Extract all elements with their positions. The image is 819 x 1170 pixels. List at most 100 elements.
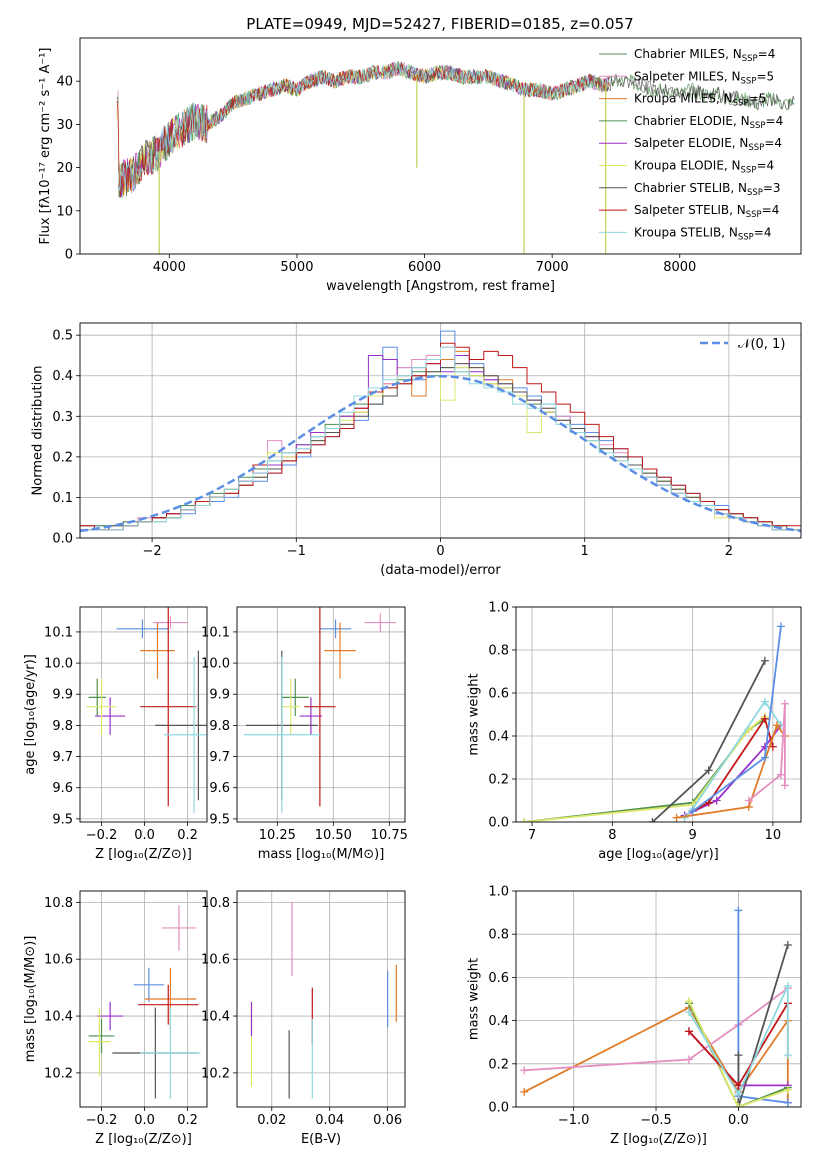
weight-point-marker xyxy=(760,753,769,762)
x-tick-label: 8000 xyxy=(663,260,696,275)
mass-vs-extinction-panel: 0.02 0.04 0.06 10.2 10.4 10.6 10.8 E(B-V) xyxy=(201,890,406,1147)
y-tick-label: 0 xyxy=(65,248,73,263)
weight-point-marker xyxy=(780,699,789,708)
y-tick-label: 10 xyxy=(56,204,73,219)
y-tick-label: 10.0 xyxy=(44,657,73,672)
y-tick-label: 9.5 xyxy=(52,812,73,827)
x-tick-label: 4000 xyxy=(153,260,186,275)
weight-vs-age-panel: 7 8 9 10 0.0 0.2 0.4 0.6 0.8 1.0 age [log₁₀(age/yr… xyxy=(467,601,802,862)
weight-series-line xyxy=(737,944,789,1107)
weight-series-line xyxy=(688,1000,789,1107)
weight-point-marker xyxy=(760,697,769,706)
y-tick-label: 0.3 xyxy=(52,410,73,425)
histogram-marks xyxy=(80,330,801,538)
y-tick-label: 0.2 xyxy=(52,450,73,465)
figure-title: PLATE=0949, MJD=52427, FIBERID=0185, z=0… xyxy=(246,15,633,33)
normal-curve xyxy=(80,374,801,533)
y-tick-label: 9.6 xyxy=(52,781,73,796)
age-vs-metallicity-panel: −0.2 0.0 0.2 9.5 9.6 9.7 9.8 9.9 10.0 10.1 Z [log₁… xyxy=(23,606,208,862)
x-axis-label: wavelength [Angstrom, rest frame] xyxy=(326,279,555,294)
weight-point-marker xyxy=(520,818,529,822)
x-tick-label: 2 xyxy=(725,544,733,559)
y-tick-label: 20 xyxy=(56,161,73,176)
x-tick-label: 0.2 xyxy=(177,1113,198,1128)
y-tick-label: 0.4 xyxy=(52,369,73,384)
y-tick-label: 0.2 xyxy=(488,773,509,788)
y-axis-label: mass weight xyxy=(467,958,482,1040)
y-tick-label: 10.2 xyxy=(44,1066,73,1081)
axes-frame xyxy=(236,606,406,823)
y-tick-label: 10.1 xyxy=(44,625,73,640)
x-tick-label: −1.0 xyxy=(558,1113,590,1128)
legend-label: Kroupa STELIB, NSSP=4 xyxy=(634,225,772,242)
weight-point-marker xyxy=(760,742,769,751)
y-tick-label: 10.1 xyxy=(201,625,230,640)
x-tick-label: 6000 xyxy=(408,260,441,275)
y-tick-label: 10.6 xyxy=(201,953,230,968)
legend-label: Chabrier MILES, NSSP=4 xyxy=(634,47,775,64)
x-tick-label: −0.2 xyxy=(86,828,118,843)
x-tick-label: 0.0 xyxy=(728,1113,749,1128)
weight-point-marker xyxy=(760,656,769,665)
legend-label: Chabrier STELIB, NSSP=3 xyxy=(634,181,781,198)
y-tick-label: 9.7 xyxy=(209,750,230,765)
x-tick-label: −1 xyxy=(287,544,306,559)
errorbar-marks xyxy=(86,607,207,813)
weight-marks xyxy=(520,906,792,1107)
legend-label: Chabrier ELODIE, NSSP=4 xyxy=(634,114,783,131)
y-tick-label: 9.7 xyxy=(52,750,73,765)
x-tick-label: 10 xyxy=(765,828,782,843)
weight-series-line xyxy=(524,987,789,1072)
x-tick-label: −0.5 xyxy=(640,1113,672,1128)
y-tick-label: 9.9 xyxy=(209,688,230,703)
y-tick-label: 10.6 xyxy=(44,953,73,968)
y-tick-label: 10.4 xyxy=(201,1010,230,1025)
weight-point-marker xyxy=(684,997,693,1006)
x-tick-label: 10.50 xyxy=(315,828,352,843)
weight-point-marker xyxy=(648,818,657,822)
y-tick-label: 0.0 xyxy=(488,1101,509,1116)
weight-point-marker xyxy=(772,721,781,730)
x-tick-label: 0.02 xyxy=(257,1113,286,1128)
x-tick-label: 9 xyxy=(688,828,696,843)
x-tick-label: −0.2 xyxy=(86,1113,118,1128)
x-axis-label: E(B-V) xyxy=(301,1132,341,1147)
y-axis-label: Normed distribution xyxy=(31,366,46,496)
legend-label: Kroupa ELODIE, NSSP=4 xyxy=(634,159,774,176)
weight-point-marker xyxy=(783,1051,792,1060)
x-axis-label: (data-model)/error xyxy=(380,563,501,578)
mass-vs-metallicity-panel: −0.2 0.0 0.2 10.2 10.4 10.6 10.8 Z [log₁₀(Z/Z⊙)… xyxy=(23,890,208,1147)
x-tick-label: 0.0 xyxy=(134,1113,155,1128)
weight-vs-metallicity-panel: −1.0 −0.5 0.0 0.0 0.2 0.4 0.6 0.8 1.0 Z [log₁₀(Z/… xyxy=(467,885,802,1147)
weight-marks xyxy=(520,622,789,822)
weight-series-line xyxy=(523,718,766,822)
legend-label: 𝒩(0, 1) xyxy=(738,337,785,352)
weight-point-marker xyxy=(520,1087,529,1096)
weight-point-marker xyxy=(760,714,769,723)
y-tick-label: 0.5 xyxy=(52,329,73,344)
y-tick-label: 10.2 xyxy=(201,1066,230,1081)
y-tick-label: 9.9 xyxy=(52,688,73,703)
x-tick-label: −2 xyxy=(143,544,162,559)
weight-point-marker xyxy=(783,982,792,991)
legend-label: Kroupa MILES, NSSP=5 xyxy=(634,92,766,109)
weight-point-marker xyxy=(734,1103,743,1107)
weight-series-line xyxy=(683,699,782,819)
x-tick-label: 10.75 xyxy=(371,828,408,843)
y-tick-label: 0.6 xyxy=(488,971,509,986)
weight-point-marker xyxy=(672,813,681,822)
weight-point-marker xyxy=(776,770,785,779)
x-tick-label: 0.2 xyxy=(177,828,198,843)
age-vs-mass-panel: 10.25 10.50 10.75 9.5 9.6 9.7 9.8 9.9 10.0 10.1 ma… xyxy=(201,606,408,862)
weight-point-marker xyxy=(734,1051,743,1060)
weight-point-marker xyxy=(783,941,792,949)
x-tick-label: 0 xyxy=(436,544,444,559)
legend-label: Salpeter STELIB, NSSP=4 xyxy=(634,203,779,220)
weight-series-line xyxy=(748,703,786,802)
y-tick-label: 0.0 xyxy=(52,532,73,547)
y-tick-label: 0.1 xyxy=(52,491,73,506)
axes-frame xyxy=(79,890,208,1108)
x-axis-label: Z [log₁₀(Z/Z⊙)] xyxy=(610,1132,707,1147)
weight-series-line xyxy=(688,985,789,1096)
